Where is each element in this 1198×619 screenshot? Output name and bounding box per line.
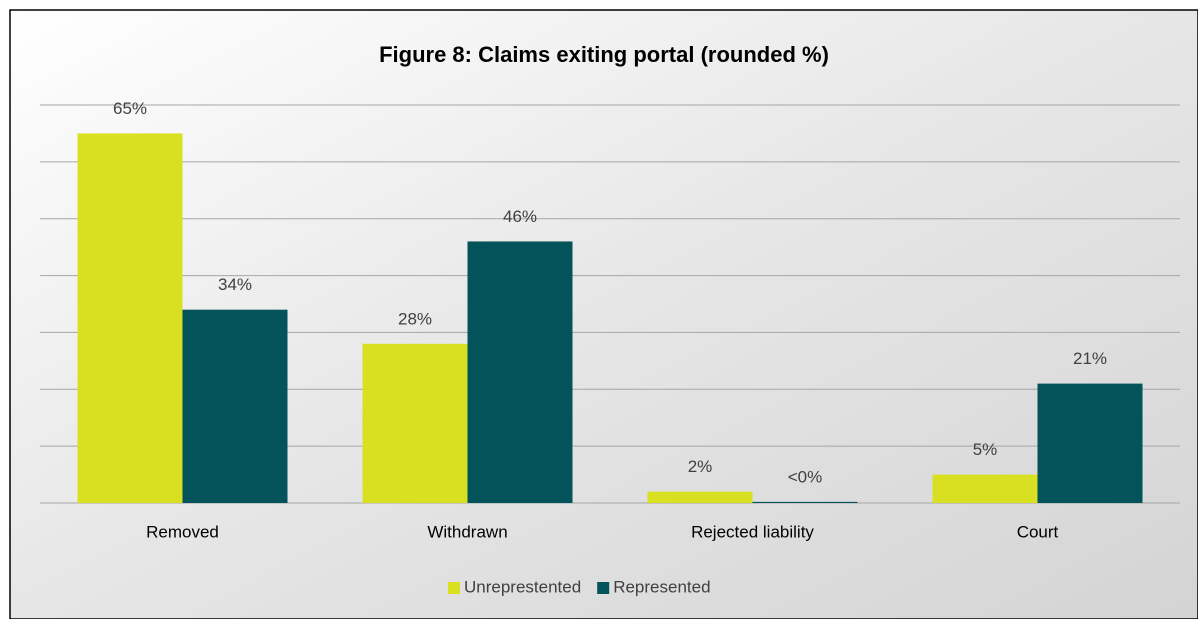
bar bbox=[932, 474, 1038, 503]
x-tick-label: Withdrawn bbox=[427, 522, 507, 541]
bar bbox=[752, 501, 858, 503]
data-label: 28% bbox=[398, 309, 432, 328]
bar bbox=[467, 241, 573, 503]
legend-label: Represented bbox=[613, 577, 710, 596]
x-tick-label: Removed bbox=[146, 522, 219, 541]
x-tick-label: Court bbox=[1017, 522, 1059, 541]
chart-title: Figure 8: Claims exiting portal (rounded… bbox=[379, 42, 829, 67]
bar bbox=[1037, 383, 1143, 503]
x-tick-label: Rejected liability bbox=[691, 522, 814, 541]
data-label: <0% bbox=[788, 467, 823, 486]
data-label: 5% bbox=[973, 440, 998, 459]
data-label: 65% bbox=[113, 99, 147, 118]
data-label: 2% bbox=[688, 457, 713, 476]
legend-label: Unreprestented bbox=[464, 577, 581, 596]
bar bbox=[77, 133, 183, 503]
bar bbox=[362, 343, 468, 503]
data-label: 21% bbox=[1073, 349, 1107, 368]
legend-swatch bbox=[448, 582, 460, 594]
bar bbox=[182, 309, 288, 503]
bar bbox=[647, 491, 753, 503]
legend-swatch bbox=[597, 582, 610, 594]
data-label: 34% bbox=[218, 275, 252, 294]
data-label: 46% bbox=[503, 207, 537, 226]
